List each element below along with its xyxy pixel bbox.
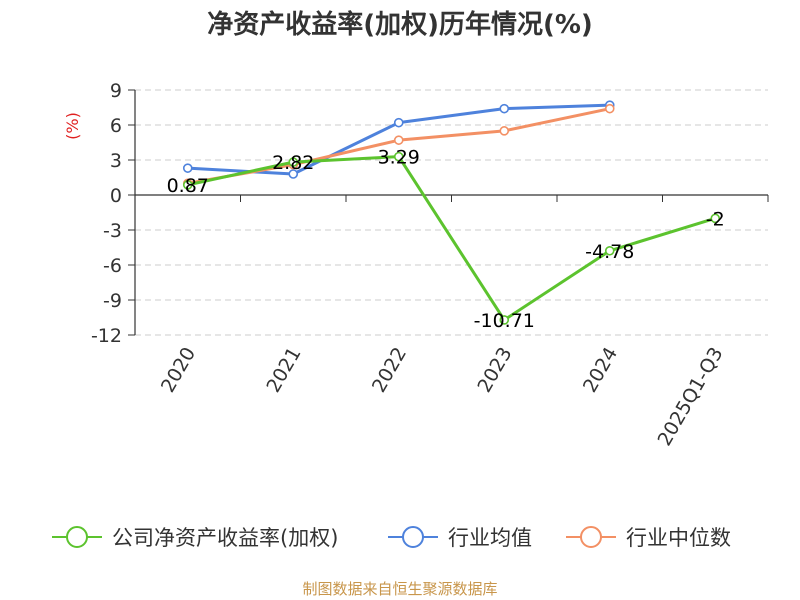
data-label: -4.78: [585, 241, 634, 263]
series-lines: [182, 100, 721, 325]
x-tick-label: 2024: [579, 344, 622, 397]
data-point: [393, 117, 404, 128]
data-point: [604, 103, 615, 114]
y-tick-label: 3: [110, 150, 122, 172]
chart-title: 净资产收益率(加权)历年情况(%): [207, 9, 593, 40]
y-tick-label: -3: [103, 220, 122, 242]
data-point: [604, 245, 615, 256]
data-point: [182, 163, 193, 173]
y-tick-label: 9: [110, 80, 122, 102]
data-point: [393, 135, 404, 145]
data-point: [393, 151, 404, 162]
data-label: 2.82: [272, 152, 314, 174]
data-point: [288, 157, 299, 167]
x-axis: 2020 2021 2022 2023 2024 2025Q1-Q3: [134, 194, 769, 450]
source-note: 制图数据来自恒生聚源数据库: [302, 580, 497, 598]
series-line: [187, 155, 716, 322]
y-axis-unit: (%): [63, 112, 82, 140]
x-tick-label: 2021: [262, 344, 305, 397]
data-point: [710, 213, 721, 224]
data-point: [499, 315, 510, 325]
x-tick-label: 2023: [473, 344, 516, 397]
x-tick-label: 2025Q1-Q3: [654, 344, 728, 450]
data-point: [499, 126, 510, 136]
y-tick-label: -6: [103, 255, 122, 277]
legend-label: 行业均值: [448, 526, 532, 550]
y-axis: 9 6 3 0 -3 -6 -9 -12: [91, 80, 136, 347]
y-tick-label: 6: [110, 115, 122, 137]
legend: 公司净资产收益率(加权) 行业均值 行业中位数: [52, 526, 731, 550]
data-labels: 0.87 2.82 3.29 -10.71 -4.78 -2: [167, 147, 725, 332]
data-label: 3.29: [378, 147, 420, 169]
data-point: [288, 169, 299, 179]
data-label: 0.87: [167, 175, 209, 197]
x-tick-label: 2020: [157, 344, 200, 397]
y-tick-label: 0: [110, 185, 122, 207]
legend-swatch-marker: [402, 526, 424, 548]
y-tick-label: -12: [91, 325, 122, 347]
data-point: [499, 103, 510, 114]
data-label: -10.71: [474, 310, 535, 332]
x-tick-label: 2022: [368, 344, 411, 397]
data-point: [182, 180, 193, 190]
data-label: -2: [706, 208, 725, 230]
legend-swatch-marker: [580, 526, 602, 548]
legend-swatch-marker: [66, 526, 88, 548]
y-tick-label: -9: [103, 290, 122, 312]
grid-lines: [135, 89, 768, 336]
legend-label: 公司净资产收益率(加权): [112, 526, 338, 550]
legend-label: 行业中位数: [626, 526, 731, 550]
